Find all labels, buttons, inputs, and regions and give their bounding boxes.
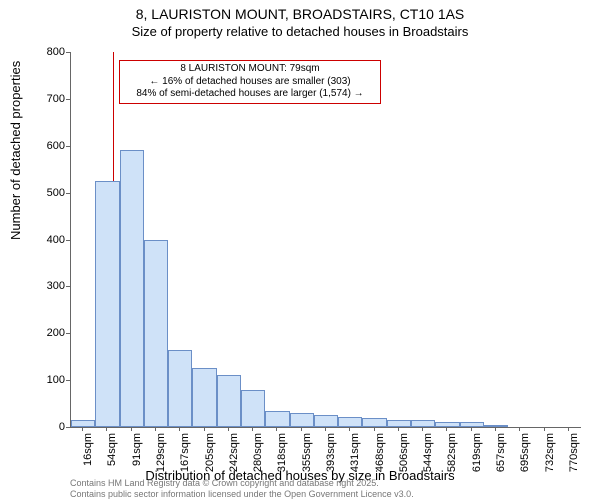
y-tick-mark — [66, 380, 70, 381]
y-tick-label: 700 — [25, 93, 65, 105]
footer-line1: Contains HM Land Registry data © Crown c… — [70, 478, 414, 489]
x-tick-label: 91sqm — [131, 433, 143, 473]
y-tick-mark — [66, 240, 70, 241]
annotation-title: 8 LAURISTON MOUNT: 79sqm — [126, 63, 374, 76]
y-tick-label: 600 — [25, 140, 65, 152]
histogram-bar — [144, 240, 168, 428]
histogram-bar — [460, 422, 484, 427]
y-tick-mark — [66, 146, 70, 147]
histogram-bar — [435, 422, 459, 427]
x-tick-mark — [155, 427, 156, 431]
x-tick-label: 619sqm — [471, 433, 483, 473]
x-tick-mark — [325, 427, 326, 431]
x-tick-mark — [276, 427, 277, 431]
histogram-bar — [362, 418, 386, 427]
x-tick-label: 506sqm — [398, 433, 410, 473]
x-tick-mark — [301, 427, 302, 431]
x-tick-mark — [349, 427, 350, 431]
x-tick-label: 355sqm — [301, 433, 313, 473]
y-tick-mark — [66, 333, 70, 334]
x-tick-label: 205sqm — [204, 433, 216, 473]
x-tick-label: 582sqm — [446, 433, 458, 473]
x-tick-label: 129sqm — [155, 433, 167, 473]
x-tick-mark — [568, 427, 569, 431]
annotation-line1: ← 16% of detached houses are smaller (30… — [126, 76, 374, 89]
x-tick-label: 242sqm — [228, 433, 240, 473]
histogram-bar — [411, 420, 435, 427]
x-tick-mark — [471, 427, 472, 431]
histogram-bar — [314, 415, 338, 427]
x-tick-mark — [131, 427, 132, 431]
plot-area: 8 LAURISTON MOUNT: 79sqm ← 16% of detach… — [70, 52, 581, 428]
y-tick-label: 800 — [25, 46, 65, 58]
histogram-bar — [192, 368, 216, 427]
y-tick-mark — [66, 286, 70, 287]
x-tick-mark — [519, 427, 520, 431]
histogram-bar — [71, 420, 95, 427]
y-tick-label: 200 — [25, 327, 65, 339]
x-tick-mark — [446, 427, 447, 431]
x-tick-mark — [422, 427, 423, 431]
x-tick-label: 732sqm — [544, 433, 556, 473]
annotation-box: 8 LAURISTON MOUNT: 79sqm ← 16% of detach… — [119, 60, 381, 104]
y-tick-mark — [66, 427, 70, 428]
y-tick-mark — [66, 99, 70, 100]
x-tick-label: 431sqm — [349, 433, 361, 473]
y-tick-mark — [66, 52, 70, 53]
x-tick-label: 544sqm — [422, 433, 434, 473]
x-tick-mark — [495, 427, 496, 431]
x-tick-label: 54sqm — [106, 433, 118, 473]
x-tick-mark — [106, 427, 107, 431]
annotation-line2: 84% of semi-detached houses are larger (… — [126, 88, 374, 101]
y-tick-label: 500 — [25, 187, 65, 199]
x-tick-label: 393sqm — [325, 433, 337, 473]
histogram-bar — [387, 420, 411, 427]
histogram-bar — [120, 150, 144, 427]
x-tick-label: 167sqm — [179, 433, 191, 473]
x-tick-mark — [228, 427, 229, 431]
x-tick-mark — [82, 427, 83, 431]
x-tick-mark — [204, 427, 205, 431]
y-tick-label: 300 — [25, 280, 65, 292]
chart-title-block: 8, LAURISTON MOUNT, BROADSTAIRS, CT10 1A… — [0, 6, 600, 39]
x-tick-mark — [544, 427, 545, 431]
x-tick-mark — [398, 427, 399, 431]
x-tick-label: 657sqm — [495, 433, 507, 473]
histogram-bar — [338, 417, 362, 427]
histogram-bar — [265, 411, 289, 427]
histogram-bar — [168, 350, 192, 427]
x-tick-label: 695sqm — [519, 433, 531, 473]
x-tick-label: 770sqm — [568, 433, 580, 473]
histogram-bar — [241, 390, 265, 428]
y-axis-label: Number of detached properties — [8, 61, 23, 240]
chart-subtitle: Size of property relative to detached ho… — [0, 24, 600, 39]
histogram-bar — [217, 375, 241, 427]
histogram-bar — [95, 181, 119, 427]
x-tick-mark — [179, 427, 180, 431]
x-tick-label: 318sqm — [276, 433, 288, 473]
x-tick-label: 280sqm — [252, 433, 264, 473]
x-tick-label: 16sqm — [82, 433, 94, 473]
footer-attribution: Contains HM Land Registry data © Crown c… — [70, 478, 414, 500]
x-tick-mark — [374, 427, 375, 431]
chart-title: 8, LAURISTON MOUNT, BROADSTAIRS, CT10 1A… — [0, 6, 600, 22]
histogram-bar — [290, 413, 314, 427]
footer-line2: Contains public sector information licen… — [70, 489, 414, 500]
y-tick-label: 100 — [25, 374, 65, 386]
x-tick-mark — [252, 427, 253, 431]
y-tick-mark — [66, 193, 70, 194]
x-tick-label: 468sqm — [374, 433, 386, 473]
y-tick-label: 0 — [25, 421, 65, 433]
y-tick-label: 400 — [25, 234, 65, 246]
